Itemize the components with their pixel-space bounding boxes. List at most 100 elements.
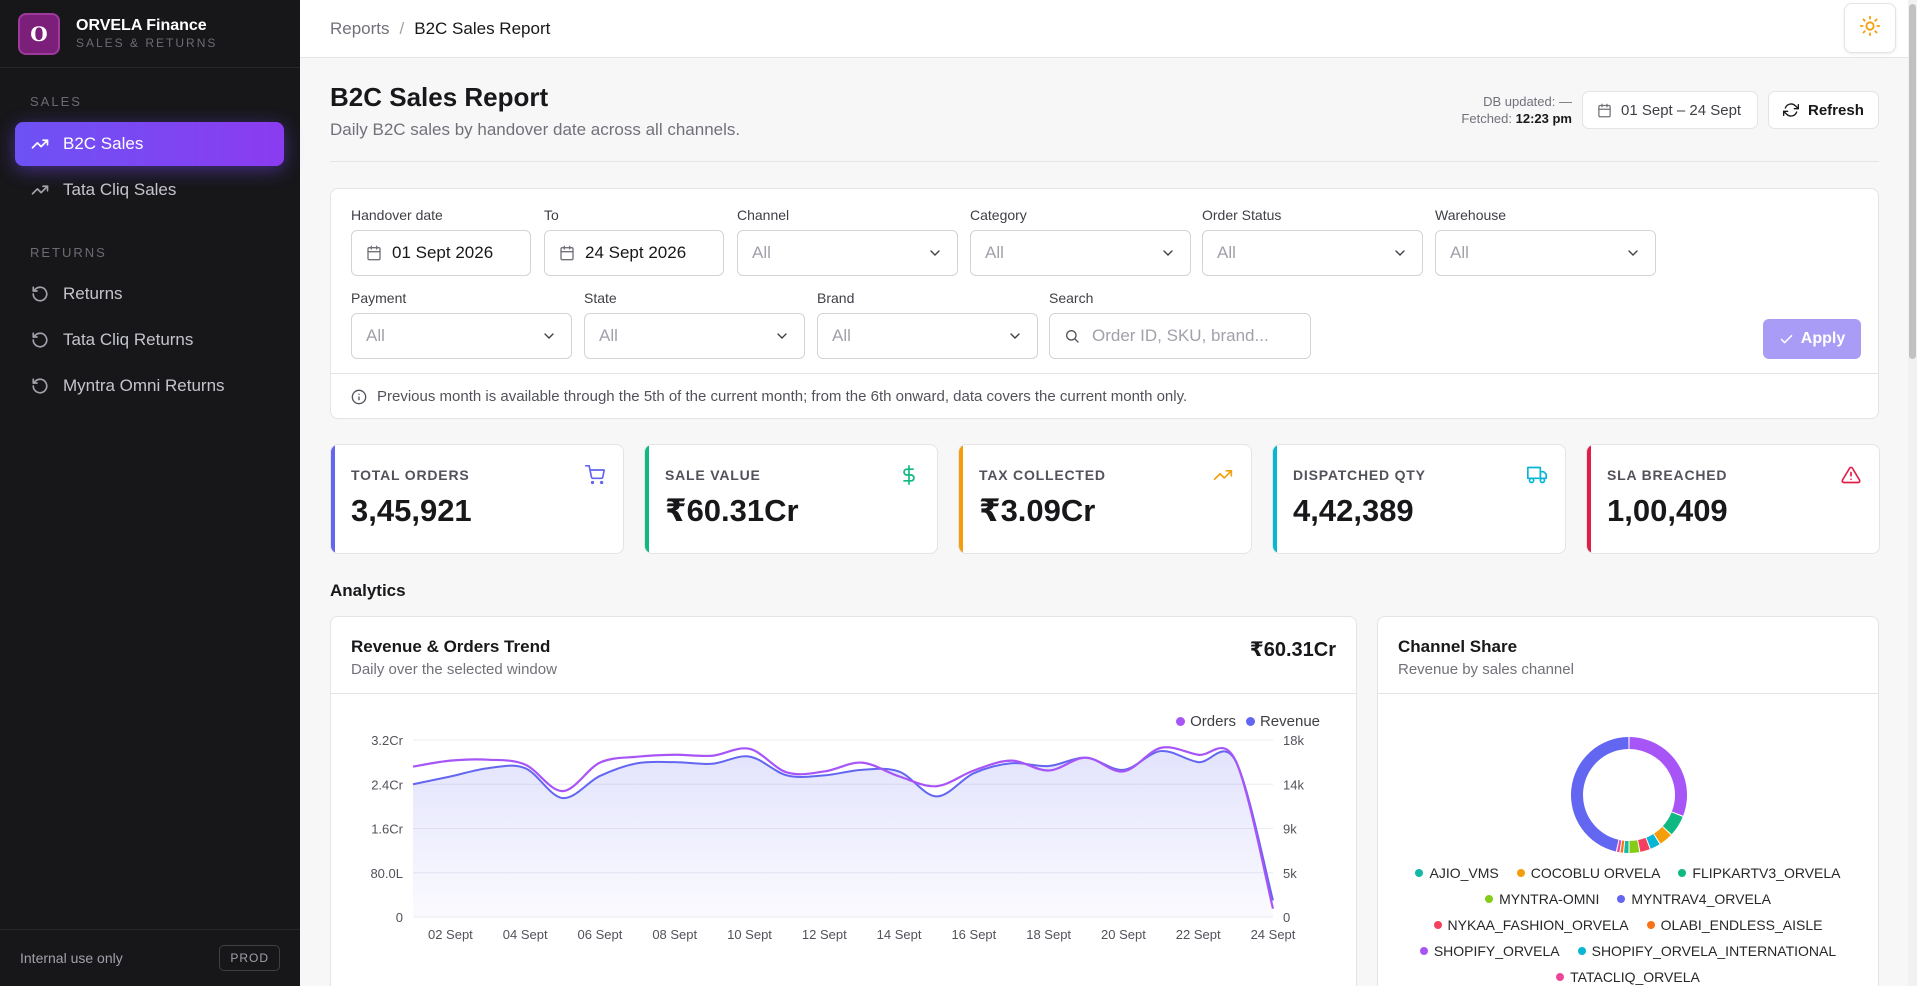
sidebar-item-myntra-omni-returns[interactable]: Myntra Omni Returns xyxy=(15,364,284,408)
x-tick-label: 14 Sept xyxy=(877,927,922,942)
legend-orders[interactable]: Orders xyxy=(1176,713,1236,730)
legend-item[interactable]: SHOPIFY_ORVELA_INTERNATIONAL xyxy=(1577,943,1836,959)
brand[interactable]: O ORVELA Finance SALES & RETURNS xyxy=(0,0,300,68)
channel-share-donut xyxy=(1571,737,1687,853)
sidebar-item-returns[interactable]: Returns xyxy=(15,272,284,316)
channel-value: All xyxy=(752,243,771,262)
channel-legend: AJIO_VMS COCOBLU ORVELA FLIPKARTV3_ORVELA M… xyxy=(1378,860,1878,986)
kpi-label: SLA BREACHED xyxy=(1607,467,1728,483)
legend-dot xyxy=(1556,973,1565,981)
footer-text: Internal use only xyxy=(20,950,123,966)
filters-note-text: Previous month is available through the … xyxy=(377,388,1188,405)
search-input[interactable]: Order ID, SKU, brand... xyxy=(1049,313,1311,359)
x-tick-label: 24 Sept xyxy=(1251,927,1296,942)
sidebar-item-tata-cliq-returns[interactable]: Tata Cliq Returns xyxy=(15,318,284,362)
chevron-down-icon xyxy=(1160,245,1176,266)
kpi-accent-bar xyxy=(1273,445,1277,553)
calendar-icon xyxy=(1597,103,1612,118)
legend-item[interactable]: AJIO_VMS xyxy=(1415,865,1499,881)
payment-select[interactable]: All xyxy=(351,313,572,359)
sidebar-item-label: Myntra Omni Returns xyxy=(63,376,225,395)
section-label-returns: RETURNS xyxy=(30,245,107,260)
kpi-accent-bar xyxy=(959,445,963,553)
date-range-button[interactable]: 01 Sept – 24 Sept xyxy=(1582,91,1758,129)
legend-item[interactable]: MYNTRAV4_ORVELA xyxy=(1617,891,1771,907)
check-icon xyxy=(1779,332,1794,347)
donut-slice xyxy=(1646,834,1660,849)
search-placeholder: Order ID, SKU, brand... xyxy=(1092,326,1269,345)
kpi-label: DISPATCHED QTY xyxy=(1293,467,1426,483)
to-date-value: 24 Sept 2026 xyxy=(585,243,687,262)
legend-item[interactable]: COCOBLU ORVELA xyxy=(1516,865,1660,881)
scrollbar-thumb[interactable] xyxy=(1909,4,1916,359)
y-right-tick-label: 9k xyxy=(1283,822,1297,837)
date-range-label: 01 Sept – 24 Sept xyxy=(1621,101,1742,119)
legend-item[interactable]: TATACLIQ_ORVELA xyxy=(1556,969,1700,985)
category-select[interactable]: All xyxy=(970,230,1191,276)
kpi-label: SALE VALUE xyxy=(665,467,761,483)
legend-dot xyxy=(1678,869,1687,877)
order-status-label: Order Status xyxy=(1202,207,1282,223)
revenue-orders-card: Revenue & Orders Trend Daily over the se… xyxy=(330,616,1357,986)
apply-button[interactable]: Apply xyxy=(1763,319,1861,359)
trending-up-icon xyxy=(29,133,51,155)
revenue-area xyxy=(413,750,1273,917)
legend-label: NYKAA_FASHION_ORVELA xyxy=(1447,917,1629,933)
header-divider xyxy=(330,161,1879,162)
info-icon xyxy=(351,389,367,405)
legend-revenue[interactable]: Revenue xyxy=(1245,713,1320,730)
top-bar: Reports / B2C Sales Report xyxy=(300,0,1908,58)
category-value: All xyxy=(985,243,1004,262)
sidebar-item-label: Returns xyxy=(63,284,123,303)
payment-value: All xyxy=(366,326,385,345)
kpi-value: 4,42,389 xyxy=(1293,493,1414,528)
legend-item[interactable]: NYKAA_FASHION_ORVELA xyxy=(1433,917,1629,933)
legend-dot xyxy=(1646,921,1655,929)
legend-item[interactable]: MYNTRA-OMNI xyxy=(1485,891,1599,907)
brand-logo: O xyxy=(18,12,60,55)
sidebar-item-tata-cliq-sales[interactable]: Tata Cliq Sales xyxy=(15,168,284,212)
sidebar-footer: Internal use only PROD xyxy=(0,929,300,986)
breadcrumb-reports[interactable]: Reports xyxy=(330,18,390,38)
state-select[interactable]: All xyxy=(584,313,805,359)
refresh-button[interactable]: Refresh xyxy=(1768,91,1879,129)
warehouse-label: Warehouse xyxy=(1435,207,1507,223)
warehouse-select[interactable]: All xyxy=(1435,230,1656,276)
legend-item[interactable]: FLIPKARTV3_ORVELA xyxy=(1678,865,1841,881)
legend-item[interactable]: OLABI_ENDLESS_AISLE xyxy=(1646,917,1822,933)
kpi-accent-bar xyxy=(1587,445,1591,553)
page-scrollbar[interactable] xyxy=(1908,0,1917,986)
cart-icon xyxy=(585,465,605,490)
handover-date-value: 01 Sept 2026 xyxy=(392,243,494,262)
handover-date-field[interactable]: 01 Sept 2026 xyxy=(351,230,531,276)
donut-slice xyxy=(1662,812,1683,835)
legend-dot xyxy=(1617,895,1626,903)
breadcrumb-separator: / xyxy=(399,18,405,38)
chevron-down-icon xyxy=(774,328,790,349)
channel-share-card: Channel Share Revenue by sales channel A… xyxy=(1377,616,1879,986)
order-status-select[interactable]: All xyxy=(1202,230,1423,276)
sidebar-item-b2c-sales[interactable]: B2C Sales xyxy=(15,122,284,166)
legend-label: FLIPKARTV3_ORVELA xyxy=(1692,865,1841,881)
to-date-field[interactable]: 24 Sept 2026 xyxy=(544,230,724,276)
donut-slice xyxy=(1629,737,1687,816)
truck-icon xyxy=(1527,465,1547,490)
trending-up-icon xyxy=(1213,465,1233,490)
x-tick-label: 20 Sept xyxy=(1101,927,1146,942)
page-title: B2C Sales Report xyxy=(330,82,549,112)
legend-item[interactable]: SHOPIFY_ORVELA xyxy=(1419,943,1560,959)
state-label: State xyxy=(584,290,617,306)
legend-row: TATACLIQ_ORVELA xyxy=(1378,964,1878,986)
donut-slice xyxy=(1638,837,1650,852)
legend-dot xyxy=(1516,869,1525,877)
channel-select[interactable]: All xyxy=(737,230,958,276)
rotate-ccw-icon xyxy=(29,283,51,305)
order-status-value: All xyxy=(1217,243,1236,262)
y-left-tick-label: 3.2Cr xyxy=(371,733,403,748)
brand-select[interactable]: All xyxy=(817,313,1038,359)
legend-dot xyxy=(1176,717,1186,726)
to-date-label: To xyxy=(544,207,559,223)
theme-toggle-button[interactable] xyxy=(1844,3,1896,53)
legend-label: Orders xyxy=(1190,713,1236,730)
brand-label: Brand xyxy=(817,290,855,306)
